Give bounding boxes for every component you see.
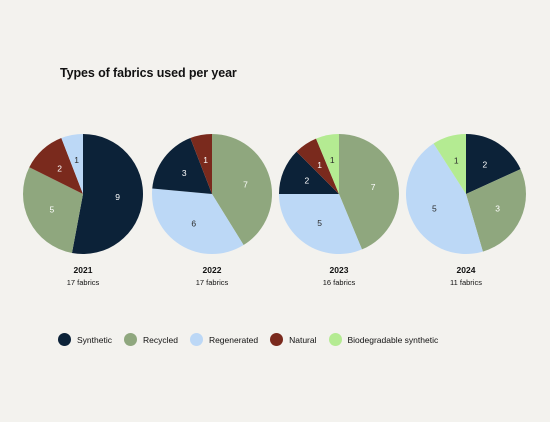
slice-value-label: 1 [330,155,335,165]
slice-value-label: 2 [304,176,309,186]
slice-value-label: 7 [371,182,376,192]
legend-swatch [58,333,71,346]
pie-year-label: 2022 [203,265,222,275]
pie-2024: 2 3 5 1 2024 11 fabrics [406,134,527,287]
legend-label: Regenerated [208,334,259,345]
legend-swatch [189,333,203,346]
pie-slice-regenerated [406,143,483,255]
pie-slice-biodegradable-synthetic [433,134,466,194]
legend-item-synthetic: Synthetic [58,333,112,346]
legend-swatch [270,333,284,346]
slice-value-label: 1 [317,160,322,170]
legend-label: Recycled [142,334,178,345]
slice-value-label: 6 [191,219,196,229]
pie-slice-natural [190,134,212,194]
pie-2022: 7 6 3 1 2022 17 fabrics [152,134,273,287]
chart-title: Types of fabrics used per year [60,66,237,80]
pie-year-label: 2023 [330,265,349,275]
slice-value-label: 9 [115,192,120,202]
legend-item-recycled: Recycled [123,333,178,346]
pie-slice-recycled [22,167,83,253]
legend-label: Natural [289,334,317,345]
pie-fabric-count: 16 fabrics [323,278,356,287]
slice-value-label: 2 [482,160,487,170]
pie-slice-recycled [466,169,527,252]
slice-value-label: 5 [317,218,322,228]
pie-2021: 9 5 2 1 2021 17 fabrics [22,134,143,287]
pie-year-label: 2024 [457,265,476,275]
legend-item-biodegradable-synthetic: Biodegradable synthetic [328,333,439,346]
pie-slice-biodegradable-synthetic [316,134,339,194]
pie-slice-regenerated [279,194,362,255]
legend-label: Synthetic [77,334,112,345]
slice-value-label: 1 [454,156,459,166]
slice-value-label: 1 [203,155,208,165]
pie-slice-recycled [212,134,273,246]
pie-fabric-count: 11 fabrics [450,278,482,287]
pie-slice-regenerated [61,134,83,194]
legend-item-regenerated: Regenerated [189,333,259,346]
slice-value-label: 5 [49,205,54,215]
pie-fabric-count: 17 fabrics [67,278,100,287]
legend-item-natural: Natural [270,333,317,346]
legend-swatch [328,333,342,346]
pie-slice-regenerated [152,188,244,255]
pie-year-label: 2021 [74,265,93,275]
pie-slice-natural [296,138,339,194]
legend-label: Biodegradable synthetic [347,334,439,345]
slice-value-label: 5 [432,203,437,213]
pie-slice-natural [29,138,83,194]
pie-slice-synthetic [152,138,212,194]
legend: Synthetic Recycled Regenerated Natural Biode… [58,333,450,346]
pie-slice-synthetic [279,151,339,194]
slice-value-label: 1 [74,155,79,165]
pie-slice-synthetic [466,134,521,194]
legend-swatch [123,333,137,346]
slice-value-label: 3 [495,203,500,213]
slice-value-label: 2 [57,163,62,173]
pie-slice-recycled [339,134,400,250]
pie-fabric-count: 17 fabrics [196,278,229,287]
pie-slice-synthetic [71,134,143,254]
slice-value-label: 7 [243,179,248,189]
slice-value-label: 3 [182,168,187,178]
